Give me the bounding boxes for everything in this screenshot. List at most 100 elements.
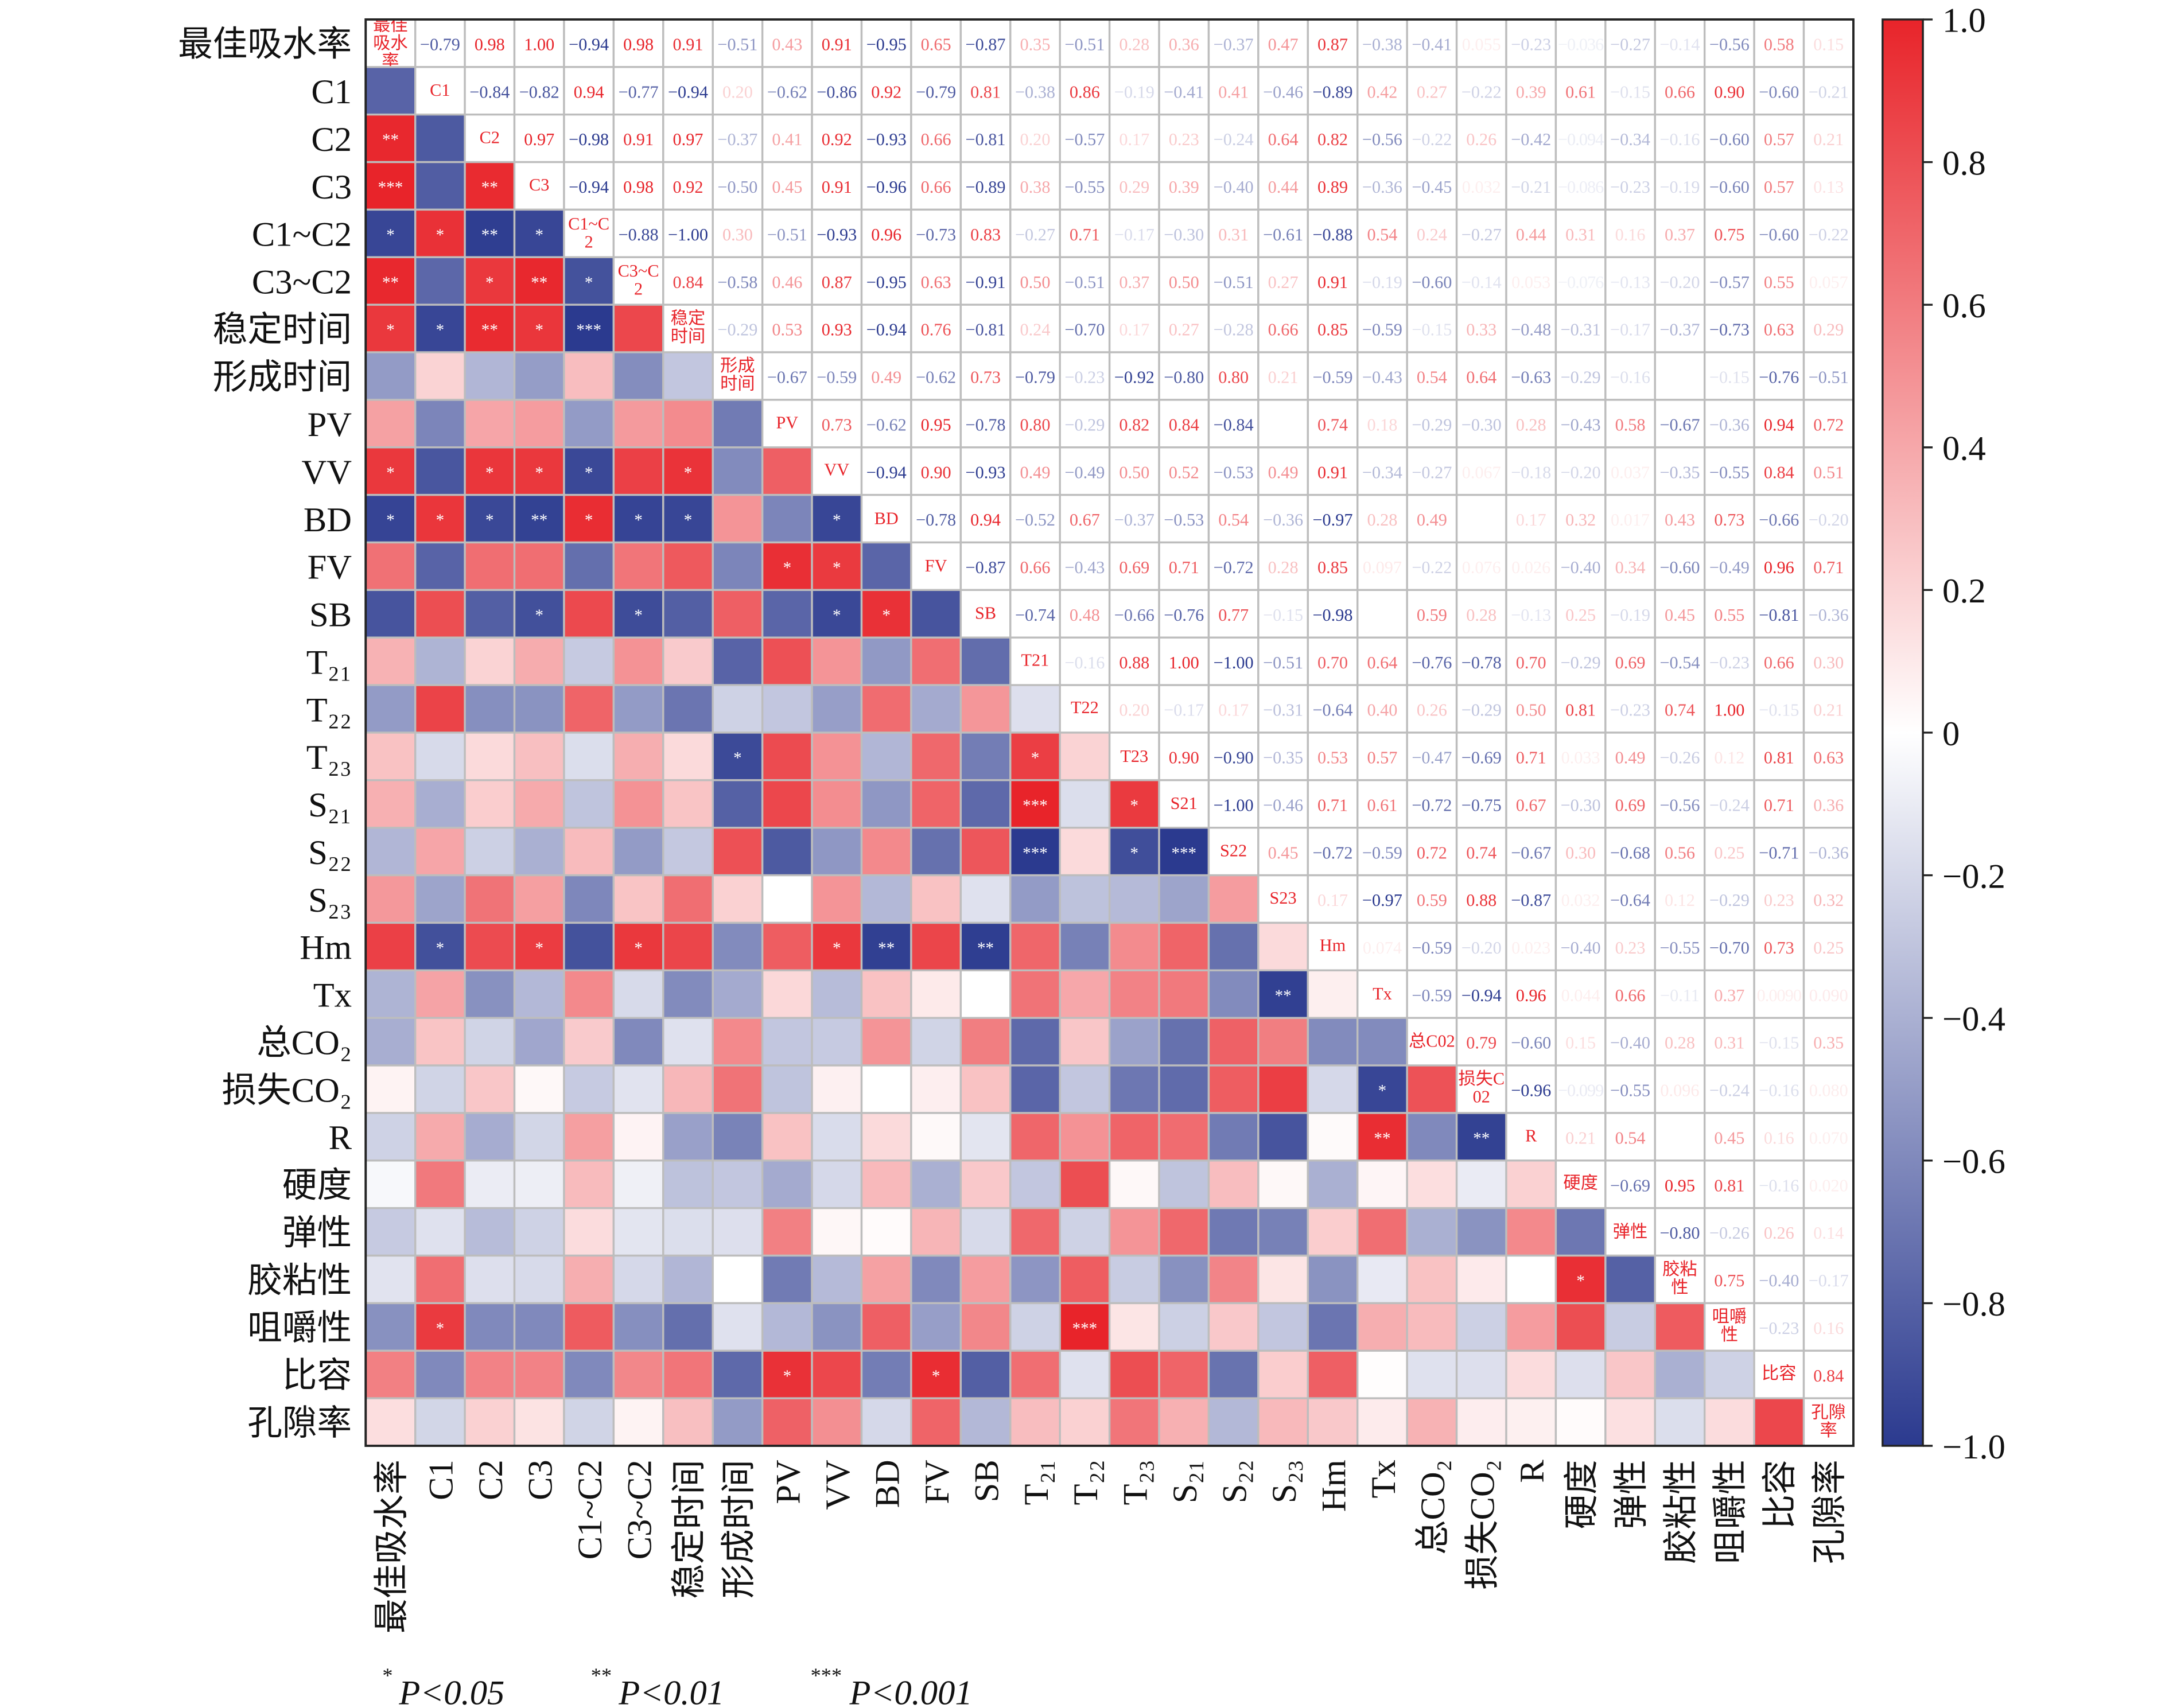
heatmap-cell — [464, 827, 516, 877]
heatmap-cell — [1207, 1064, 1260, 1114]
row-label: 胶粘性 — [247, 1262, 352, 1300]
colorbar-tick-label: −0.2 — [1942, 857, 2005, 896]
correlation-value: 0.82 — [1119, 415, 1149, 434]
heatmap-cell — [959, 1397, 1012, 1447]
correlation-value: 0.28 — [1367, 510, 1397, 530]
heatmap-cell — [1257, 1112, 1309, 1162]
column-label: 损失CO₂ — [1464, 1460, 1502, 1589]
heatmap-cell — [1505, 1302, 1557, 1352]
column-label: 胶粘性 — [1662, 1460, 1700, 1564]
heatmap-cell — [464, 1397, 516, 1447]
significance-mark: * — [535, 226, 543, 244]
heatmap-cell — [1356, 446, 1408, 496]
diagonal-label-box: 胶粘性 — [1662, 1260, 1697, 1297]
correlation-value: 0.20 — [1020, 130, 1050, 149]
correlation-value: −0.14 — [1659, 34, 1700, 54]
correlation-value: −0.84 — [1214, 415, 1254, 434]
heatmap-cell — [910, 208, 962, 258]
heatmap-cell — [1753, 113, 1805, 164]
heatmap-cell — [1059, 969, 1111, 1019]
heatmap-cell — [959, 1112, 1012, 1162]
correlation-value: 0.37 — [1119, 273, 1149, 292]
heatmap-cell — [1108, 541, 1160, 592]
correlation-value: 0.82 — [1317, 130, 1348, 149]
significance-mark: ** — [1473, 1129, 1490, 1147]
heatmap-cell — [1009, 684, 1061, 734]
row-label: 比容 — [282, 1357, 352, 1395]
heatmap-cell — [563, 351, 615, 401]
correlation-value: 0.13 — [1813, 177, 1844, 197]
correlation-value: 0.56 — [1665, 843, 1695, 862]
heatmap-cell — [364, 1160, 417, 1209]
correlation-value: 0.66 — [921, 177, 951, 197]
heatmap-cell — [662, 1160, 714, 1209]
heatmap-cell — [1654, 351, 1706, 401]
diagonal-label: R — [1525, 1126, 1537, 1146]
correlation-value: −0.79 — [1015, 368, 1055, 387]
correlation-value: 0.27 — [1169, 320, 1199, 340]
heatmap-cell — [1654, 1112, 1706, 1162]
heatmap-cell — [1554, 1207, 1607, 1257]
correlation-value: −0.15 — [1759, 701, 1799, 720]
heatmap-cell — [811, 827, 863, 877]
heatmap-cell — [1406, 1302, 1458, 1352]
heatmap-cell — [860, 1017, 912, 1067]
correlation-value: −0.87 — [966, 34, 1006, 54]
heatmap-cell — [1703, 969, 1755, 1019]
correlation-value: 0.71 — [1169, 558, 1199, 577]
correlation-value: −0.23 — [1759, 1318, 1799, 1338]
heatmap-cell — [1207, 541, 1260, 592]
heatmap-cell — [1505, 1064, 1557, 1114]
correlation-value: 0.35 — [1020, 34, 1050, 54]
correlation-value: 0.94 — [970, 510, 1001, 530]
diagonal-label: C2 — [479, 127, 500, 147]
heatmap-cell — [1604, 1160, 1656, 1209]
correlation-value: −0.31 — [1263, 701, 1303, 720]
heatmap-cell — [761, 446, 813, 496]
heatmap-cell — [910, 18, 962, 68]
significance-mark: ** — [531, 511, 547, 530]
heatmap-cell — [513, 589, 565, 639]
correlation-value: 0.46 — [772, 273, 802, 292]
correlation-value: 0.98 — [623, 34, 654, 54]
correlation-value: −0.67 — [1659, 415, 1700, 434]
correlation-value: 0.26 — [1466, 130, 1496, 149]
heatmap-cell — [1207, 1017, 1260, 1067]
heatmap-cell — [563, 304, 615, 353]
correlation-value: −0.84 — [469, 82, 510, 102]
heatmap-cell — [464, 1017, 516, 1067]
correlation-value: 0.28 — [1516, 415, 1546, 434]
heatmap-cell — [959, 1254, 1012, 1305]
correlation-value: −0.51 — [1809, 368, 1849, 387]
heatmap-cell — [1307, 1349, 1359, 1399]
heatmap-cell — [1356, 1349, 1408, 1399]
heatmap-cell — [612, 732, 664, 781]
correlation-value: 0.26 — [1417, 701, 1447, 720]
correlation-value: −0.36 — [1809, 843, 1849, 862]
heatmap-cell — [1505, 969, 1557, 1019]
heatmap-cell — [1307, 541, 1359, 592]
heatmap-cell — [811, 969, 863, 1019]
correlation-value: −0.23 — [1064, 368, 1105, 387]
heatmap-cell — [1406, 827, 1458, 877]
correlation-value: 0.59 — [1417, 890, 1447, 910]
heatmap-cell — [761, 256, 813, 306]
correlation-value: 0.85 — [1317, 320, 1348, 340]
significance-mark: * — [485, 464, 494, 482]
heatmap-cell — [1158, 1112, 1210, 1162]
heatmap-cell — [513, 1160, 565, 1209]
correlation-value: 0.55 — [1764, 273, 1794, 292]
correlation-value: 0.84 — [1764, 462, 1794, 482]
correlation-value: −0.16 — [1610, 368, 1650, 387]
correlation-value: 0.14 — [1813, 1223, 1844, 1243]
heatmap-cell — [1356, 969, 1408, 1019]
correlation-value: −0.74 — [1015, 605, 1055, 625]
correlation-value: −0.82 — [519, 82, 559, 102]
correlation-value: 0.16 — [1615, 225, 1646, 244]
heatmap-cell — [1554, 1254, 1607, 1305]
correlation-value: 0.73 — [822, 415, 852, 434]
heatmap-cell — [1257, 351, 1309, 401]
diagonal-label-box: 最佳吸水率 — [373, 20, 408, 67]
heatmap-cell — [364, 589, 417, 639]
heatmap-cell — [364, 399, 417, 449]
